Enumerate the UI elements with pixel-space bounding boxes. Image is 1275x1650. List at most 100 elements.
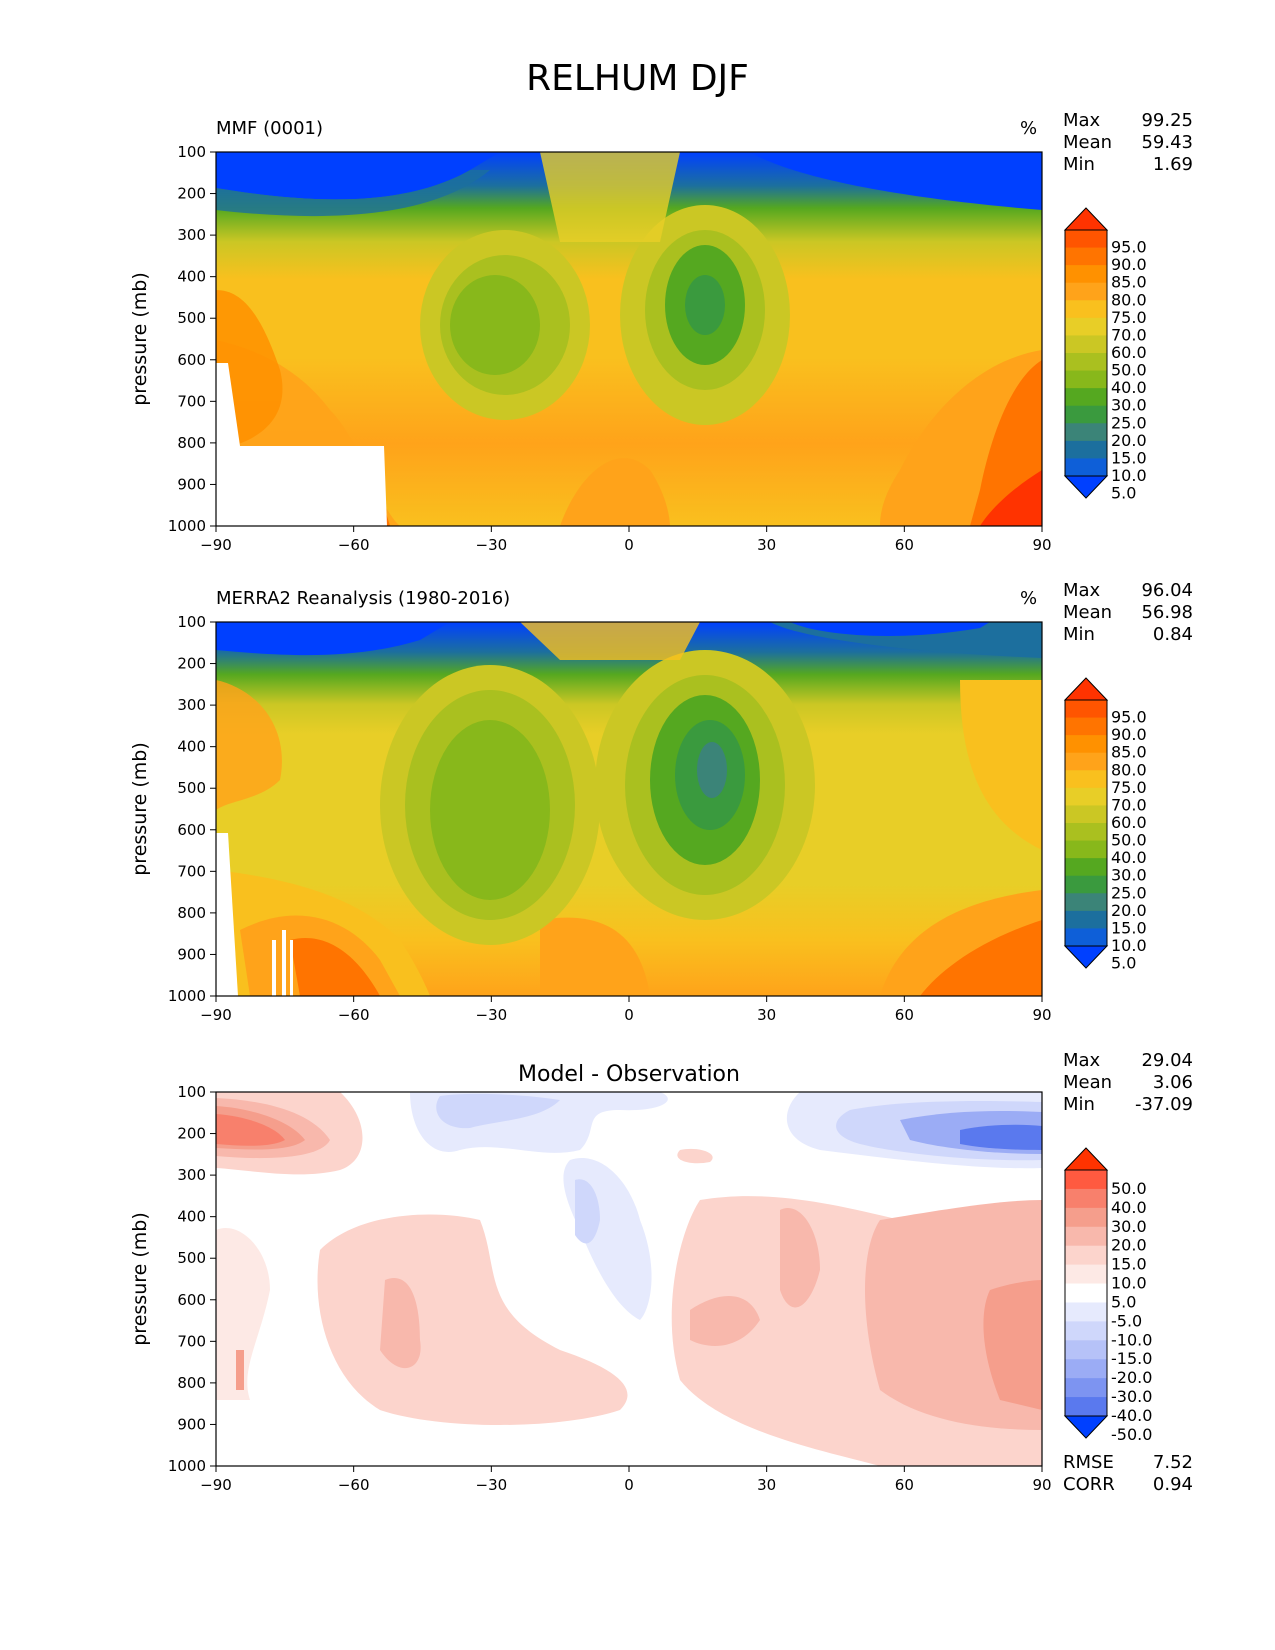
y-tick-label: 900: [177, 945, 206, 963]
colorbar-segment: [1065, 700, 1107, 719]
colorbar-extend-top: [1063, 207, 1109, 231]
colorbar-level-label: 75.0: [1111, 778, 1147, 797]
colorbar-level-label: 5.0: [1111, 954, 1136, 973]
max-value: 96.04: [1141, 580, 1193, 601]
colorbar-level-label: 30.0: [1111, 1217, 1147, 1236]
x-tick-label: −30: [476, 1476, 508, 1494]
colorbar-segment: [1065, 805, 1107, 824]
x-tick-label: 30: [757, 1476, 776, 1494]
x-tick-label: 90: [1032, 1006, 1051, 1024]
colorbar-extend-bottom: [1063, 475, 1109, 499]
y-axis-label: pressure (mb): [129, 742, 151, 876]
rmse-label: RMSE: [1063, 1452, 1114, 1473]
colorbar-segment: [1065, 1397, 1107, 1417]
x-tick-label: −60: [338, 1006, 370, 1024]
colorbar: 50.040.030.020.015.010.05.0-5.0-10.0-15.…: [1063, 1147, 1152, 1444]
x-tick-label: 60: [895, 536, 914, 554]
colorbar-level-label: 90.0: [1111, 725, 1147, 744]
colorbar-segment: [1065, 282, 1107, 301]
mean-value: 59.43: [1141, 132, 1193, 153]
y-tick-label: 300: [177, 1166, 206, 1184]
min-value: 0.84: [1152, 624, 1193, 645]
y-tick-label: 600: [177, 1291, 206, 1309]
y-tick-label: 400: [177, 1208, 206, 1226]
colorbar-segment: [1065, 770, 1107, 789]
y-tick-label: 200: [177, 185, 206, 203]
y-tick-label: 600: [177, 351, 206, 369]
y-tick-label: 600: [177, 821, 206, 839]
colorbar-segment: [1065, 1283, 1107, 1303]
x-tick-label: −90: [200, 1006, 232, 1024]
colorbar-segment: [1065, 1340, 1107, 1360]
colorbar-level-label: 10.0: [1111, 1274, 1147, 1293]
panel-difference: Model - Observation Max 29.04 Mean 3.06 Mi…: [0, 1050, 1275, 1510]
colorbar-segment: [1065, 300, 1107, 319]
colorbar-level-label: 90.0: [1111, 255, 1147, 274]
min-label: Min: [1063, 624, 1095, 645]
colorbar-segment: [1065, 1321, 1107, 1341]
colorbar-segment: [1065, 910, 1107, 929]
colorbar-level-label: 80.0: [1111, 760, 1147, 779]
colorbar-level-label: 85.0: [1111, 743, 1147, 762]
y-tick-label: 1000: [168, 517, 206, 535]
colorbar-level-label: 80.0: [1111, 290, 1147, 309]
colorbar-segment: [1065, 265, 1107, 284]
colorbar-segment: [1065, 717, 1107, 736]
x-tick-label: −60: [338, 1476, 370, 1494]
colorbar-segment: [1065, 752, 1107, 771]
colorbar-level-label: 85.0: [1111, 273, 1147, 292]
colorbar-level-label: 20.0: [1111, 431, 1147, 450]
colorbar-segment: [1065, 353, 1107, 372]
page-title: RELHUM DJF: [526, 58, 749, 99]
metrics-box: RMSE 7.52 CORR 0.94: [1063, 1452, 1193, 1496]
colorbar-level-label: 70.0: [1111, 795, 1147, 814]
colorbar-level-label: 15.0: [1111, 448, 1147, 467]
colorbar-level-label: -20.0: [1111, 1368, 1152, 1387]
colorbar-level-label: 95.0: [1111, 238, 1147, 257]
colorbar-segment: [1065, 928, 1107, 947]
rmse-value: 7.52: [1152, 1452, 1193, 1473]
y-tick-label: 1000: [168, 987, 206, 1005]
colorbar-segment: [1065, 893, 1107, 912]
colorbar-segment: [1065, 1226, 1107, 1247]
colorbar-level-label: 20.0: [1111, 901, 1147, 920]
panel-model: MMF (0001) % Max 99.25 Mean 59.43 Min 1.69: [0, 110, 1275, 570]
colorbar-level-label: -5.0: [1111, 1311, 1142, 1330]
colorbar-segment: [1065, 1302, 1107, 1322]
y-axis-label: pressure (mb): [129, 272, 151, 406]
colorbar-segment: [1065, 317, 1107, 336]
colorbar-segment: [1065, 388, 1107, 407]
colorbar-level-label: 40.0: [1111, 848, 1147, 867]
corr-label: CORR: [1063, 1474, 1115, 1495]
x-tick-label: −30: [476, 536, 508, 554]
colorbar-level-label: -15.0: [1111, 1349, 1152, 1368]
x-tick-label: 60: [895, 1006, 914, 1024]
chart-plot: −90 −60 −30 0 30 60 90 100 200 300 400 500 600 700 800…: [129, 143, 1147, 554]
y-tick-label: 500: [177, 1249, 206, 1267]
corr-value: 0.94: [1152, 1474, 1193, 1495]
max-value: 99.25: [1141, 110, 1193, 131]
colorbar-extend-bottom: [1063, 945, 1109, 969]
colorbar-segment: [1065, 1207, 1107, 1228]
y-tick-label: 400: [177, 268, 206, 286]
colorbar-level-label: -30.0: [1111, 1387, 1152, 1406]
colorbar-segment: [1065, 875, 1107, 894]
mean-value: 3.06: [1152, 1072, 1193, 1093]
colorbar-level-label: 25.0: [1111, 883, 1147, 902]
colorbar-level-label: 30.0: [1111, 396, 1147, 415]
colorbar-segment: [1065, 858, 1107, 877]
mean-label: Mean: [1063, 132, 1113, 153]
max-label: Max: [1063, 110, 1101, 131]
colorbar-level-label: 10.0: [1111, 936, 1147, 955]
y-tick-label: 300: [177, 696, 206, 714]
stats-box: Max 29.04 Mean 3.06 Min -37.09: [1063, 1050, 1193, 1116]
min-value: -37.09: [1134, 1094, 1193, 1115]
max-label: Max: [1063, 580, 1101, 601]
panel-observation: MERRA2 Reanalysis (1980-2016) % Max 96.04…: [0, 580, 1275, 1040]
colorbar-frame: [1064, 699, 1108, 947]
y-tick-label: 700: [177, 1332, 206, 1350]
units-label: %: [1020, 588, 1038, 609]
y-tick-label: 800: [177, 434, 206, 452]
colorbar-segment: [1065, 1359, 1107, 1379]
x-tick-label: 90: [1032, 536, 1051, 554]
